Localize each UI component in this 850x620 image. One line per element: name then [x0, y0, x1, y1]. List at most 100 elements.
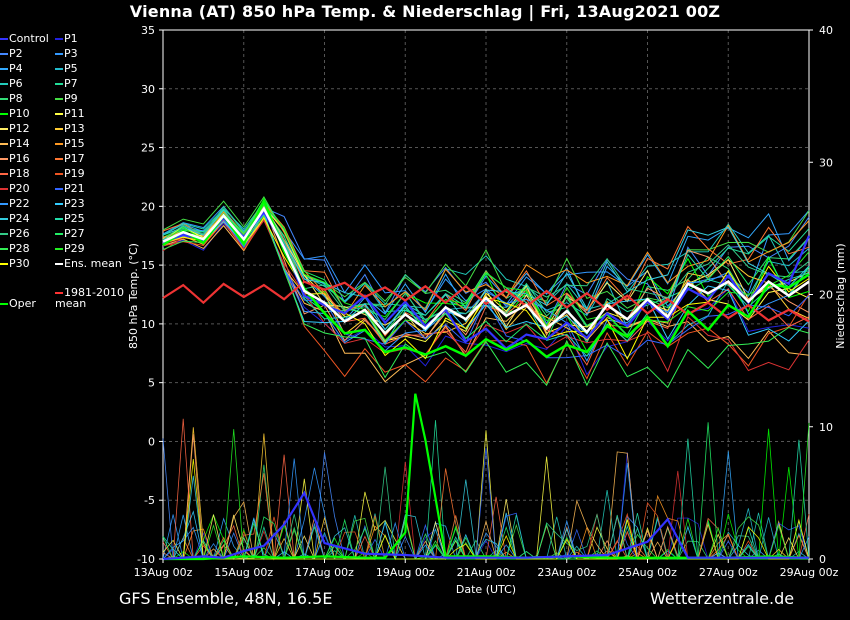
legend-swatch [0, 263, 8, 265]
legend-swatch [55, 158, 63, 160]
legend-label: P25 [64, 212, 85, 225]
legend-item-control: Control [0, 33, 49, 45]
chart-title: Vienna (AT) 850 hPa Temp. & Niederschlag… [129, 2, 721, 21]
legend-item-p10: P10 [0, 108, 30, 120]
legend-swatch [0, 233, 8, 235]
legend-label: P16 [9, 152, 30, 165]
legend-swatch [0, 38, 8, 40]
y-tick-label: 30 [141, 83, 155, 96]
legend-swatch [55, 188, 63, 190]
legend-item-p4: P4 [0, 63, 23, 75]
legend-label: P23 [64, 197, 85, 210]
series-line-oper [162, 197, 810, 359]
member-line-p28 [162, 214, 810, 389]
legend-item-p15: P15 [55, 138, 85, 150]
precip-line-oper-precip [163, 393, 810, 561]
y-axis-label: 850 hPa Temp. (°C) [127, 243, 140, 349]
y2-tick-label: 10 [819, 421, 833, 434]
legend-swatch [55, 38, 63, 40]
legend-label: P18 [9, 167, 30, 180]
legend-swatch [55, 68, 63, 70]
legend-swatch [0, 203, 8, 205]
legend-swatch [55, 263, 63, 265]
legend-item-p23: P23 [55, 198, 85, 210]
legend-label: P15 [64, 137, 85, 150]
y-tick-label: -5 [144, 494, 155, 507]
series-line-ens-mean [162, 206, 810, 336]
legend-swatch [55, 128, 63, 130]
legend-label: P8 [9, 92, 23, 105]
legend-label: P9 [64, 92, 78, 105]
legend-swatch [0, 83, 8, 85]
legend-swatch [0, 143, 8, 145]
y-tick-label: 0 [148, 435, 155, 448]
legend-item-p30: P30 [0, 258, 30, 270]
legend-item-p16: P16 [0, 153, 30, 165]
legend-item-p28: P28 [0, 243, 30, 255]
x-tick-label: 21Aug 00z [457, 566, 516, 579]
legend-swatch [0, 188, 8, 190]
legend-swatch [55, 143, 63, 145]
legend-swatch [0, 53, 8, 55]
legend-label: P30 [9, 257, 30, 270]
x-tick-label: 23Aug 00z [537, 566, 596, 579]
legend-swatch [0, 303, 8, 305]
legend-item-p9: P9 [55, 93, 78, 105]
legend-item-p6: P6 [0, 78, 23, 90]
legend-label: P26 [9, 227, 30, 240]
legend-label: P28 [9, 242, 30, 255]
ensemble-members [162, 196, 810, 389]
x-tick-label: 13Aug 00z [134, 566, 193, 579]
series-line-1981-2010-mean [162, 280, 810, 323]
legend-label: P20 [9, 182, 30, 195]
legend-swatch [0, 128, 8, 130]
legend-swatch [0, 173, 8, 175]
x-tick-label: 29Aug 00z [780, 566, 839, 579]
x-tick-label: 17Aug 00z [295, 566, 354, 579]
y-tick-label: -10 [137, 553, 155, 566]
legend-label: P14 [9, 137, 30, 150]
legend-item-p27: P27 [55, 228, 85, 240]
legend-swatch [55, 98, 63, 100]
legend-swatch [0, 113, 8, 115]
axis-ticks: 35 30 25 20 15 10 5 0 -5 -10 40 30 20 10 0 13Aug 00z 15A… [134, 24, 839, 579]
legend-label: P3 [64, 47, 78, 60]
x-tick-label: 15Aug 00z [214, 566, 273, 579]
legend-item-p2: P2 [0, 48, 23, 60]
legend-label: P12 [9, 122, 30, 135]
legend-swatch [55, 292, 63, 294]
legend-item-p24: P24 [0, 213, 30, 225]
y2-axis-label: Niederschlag (mm) [834, 243, 847, 348]
legend-item-p20: P20 [0, 183, 30, 195]
series-lines [162, 197, 811, 561]
legend-label: P6 [9, 77, 23, 90]
legend-swatch [0, 158, 8, 160]
legend-label: P10 [9, 107, 30, 120]
legend-swatch [0, 218, 8, 220]
y-tick-label: 15 [141, 259, 155, 272]
legend-swatch [0, 68, 8, 70]
legend-label: P11 [64, 107, 85, 120]
legend-label: 1981-2010 mean [55, 286, 124, 310]
legend-label: Control [9, 32, 49, 45]
legend-swatch [55, 113, 63, 115]
legend-item-p11: P11 [55, 108, 85, 120]
legend-item-p21: P21 [55, 183, 85, 195]
member-line-p17 [162, 202, 810, 337]
legend-swatch [55, 83, 63, 85]
member-line-p29 [162, 203, 810, 341]
member-line-p27 [162, 198, 810, 343]
legend-item-p13: P13 [55, 123, 85, 135]
y2-tick-label: 40 [819, 24, 833, 37]
y-tick-label: 5 [148, 377, 155, 390]
member-line-p9 [162, 196, 810, 309]
legend-item-p17: P17 [55, 153, 85, 165]
legend-item-p18: P18 [0, 168, 30, 180]
legend-item-p19: P19 [55, 168, 85, 180]
legend-swatch [0, 248, 8, 250]
y-tick-label: 10 [141, 318, 155, 331]
legend-label: P29 [64, 242, 85, 255]
legend-swatch [55, 248, 63, 250]
legend-item-p14: P14 [0, 138, 30, 150]
